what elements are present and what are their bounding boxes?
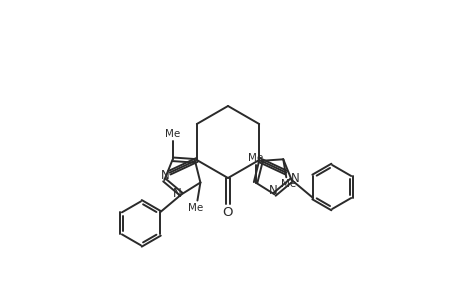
Text: Me: Me [165,129,180,139]
Text: Me: Me [247,152,263,163]
Text: Me: Me [280,179,295,189]
Text: N: N [173,187,181,200]
Text: O: O [222,206,233,218]
Text: N: N [161,169,169,182]
Text: N: N [269,184,277,197]
Text: Me: Me [187,202,202,212]
Text: N: N [291,172,299,185]
